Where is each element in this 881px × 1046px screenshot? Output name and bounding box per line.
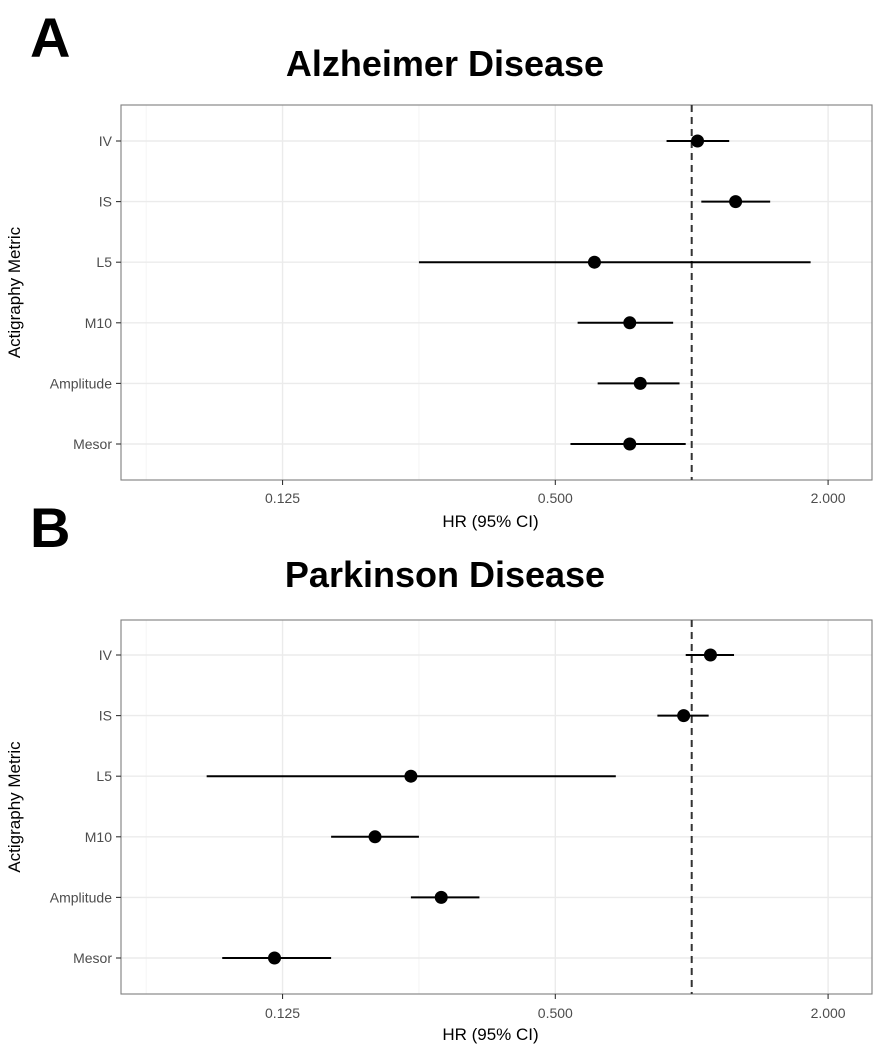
y-tick-label-m10: M10 <box>85 315 112 331</box>
hr-point-m10 <box>368 830 382 844</box>
y-axis-title: Actigraphy Metric <box>5 741 24 873</box>
panel-title: Parkinson Disease <box>285 554 605 595</box>
panel-border <box>120 104 873 481</box>
y-axis-title: Actigraphy Metric <box>5 226 24 358</box>
y-tick-label-l5: L5 <box>96 768 112 784</box>
y-tick-label-mesor: Mesor <box>73 436 112 452</box>
y-tick-label-is: IS <box>99 708 112 724</box>
hr-point-m10 <box>623 316 637 330</box>
panel-letter: A <box>30 6 70 69</box>
y-tick-label-m10: M10 <box>85 829 112 845</box>
x-tick-label: 0.125 <box>265 1005 300 1021</box>
hr-point-iv <box>691 134 705 148</box>
x-tick-label: 2.000 <box>811 490 846 506</box>
x-axis-title: HR (95% CI) <box>442 1025 538 1044</box>
hr-point-mesor <box>623 437 637 451</box>
panel-letter: B <box>30 496 70 559</box>
y-tick-label-iv: IV <box>99 647 113 663</box>
hr-point-is <box>729 195 743 209</box>
y-tick-label-is: IS <box>99 194 112 210</box>
x-tick-label: 0.500 <box>538 1005 573 1021</box>
panel-a: A Alzheimer Disease IV IS L5 M10 Amplitude Meso… <box>5 6 873 531</box>
x-tick-label: 0.125 <box>265 490 300 506</box>
hr-point-amplitude <box>633 376 647 390</box>
hr-point-iv <box>703 648 717 662</box>
hr-point-amplitude <box>434 890 448 904</box>
panel-title: Alzheimer Disease <box>286 43 604 84</box>
y-tick-label-iv: IV <box>99 133 113 149</box>
x-tick-label: 2.000 <box>811 1005 846 1021</box>
y-tick-label-l5: L5 <box>96 254 112 270</box>
y-tick-label-amplitude: Amplitude <box>50 889 112 905</box>
hr-point-l5 <box>404 769 418 783</box>
y-tick-label-amplitude: Amplitude <box>50 375 112 391</box>
hr-point-is <box>677 709 691 723</box>
x-axis-title: HR (95% CI) <box>442 512 538 531</box>
panel-border <box>120 619 873 995</box>
x-tick-label: 0.500 <box>538 490 573 506</box>
y-tick-label-mesor: Mesor <box>73 950 112 966</box>
panel-b: B Parkinson Disease IV IS L5 M10 Amplitude Meso… <box>5 496 873 1044</box>
hr-point-l5 <box>587 255 601 269</box>
hr-point-mesor <box>268 951 282 965</box>
